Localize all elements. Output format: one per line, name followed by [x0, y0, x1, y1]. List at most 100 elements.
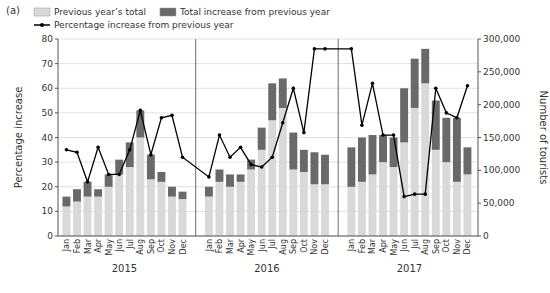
y-tick	[55, 236, 58, 237]
y-tick	[55, 137, 58, 138]
x-tick-label: Apr	[94, 238, 103, 253]
bar	[73, 189, 81, 201]
bar	[411, 108, 419, 236]
group-separators	[196, 39, 338, 236]
bar	[421, 49, 429, 83]
y2-tick	[478, 104, 481, 105]
marker	[218, 133, 222, 137]
chart: (a)Previous year’s totalTotal increase f…	[0, 0, 550, 293]
bar	[136, 138, 144, 237]
marker	[149, 153, 153, 157]
bar	[379, 135, 387, 162]
legend-marker	[40, 23, 44, 27]
y-tick-label: 80	[42, 34, 54, 44]
marker	[323, 47, 327, 51]
bar	[310, 152, 318, 184]
marker	[455, 116, 459, 120]
grid-line	[58, 236, 478, 237]
x-tick-label: Aug	[279, 239, 288, 255]
bar	[379, 162, 387, 236]
y-tick-label: 0	[47, 231, 53, 241]
bar-series	[62, 49, 471, 207]
bar	[84, 197, 92, 236]
bar	[400, 88, 408, 142]
bar	[279, 78, 287, 108]
bar	[321, 155, 329, 185]
line-series	[65, 47, 470, 198]
x-tick-label: Jul	[126, 239, 135, 250]
line	[66, 49, 467, 197]
x-tick-label: Dec	[179, 239, 188, 254]
x-tick-label: Oct	[300, 239, 309, 253]
bar	[300, 172, 308, 236]
x-tick-label: Apr	[237, 238, 246, 253]
bar	[216, 182, 224, 236]
bar	[300, 150, 308, 172]
bar	[247, 170, 255, 236]
x-axis-line	[58, 236, 478, 237]
x-tick-label: Dec	[321, 239, 330, 254]
marker	[392, 133, 396, 137]
marker	[107, 173, 111, 177]
x-tick-label: Jun	[258, 239, 267, 253]
bar	[347, 187, 355, 236]
marker	[170, 114, 174, 118]
bar	[432, 150, 440, 236]
x-tick-label: Jan	[205, 239, 214, 252]
marker	[117, 173, 121, 177]
bar	[411, 59, 419, 108]
group-label: 2016	[254, 263, 279, 274]
legend-swatch	[160, 8, 176, 16]
bar	[400, 142, 408, 236]
bar	[258, 150, 266, 236]
marker	[249, 163, 253, 167]
group-separator	[195, 39, 196, 236]
marker	[313, 47, 317, 51]
marker	[371, 82, 375, 86]
marker	[302, 131, 306, 135]
x-tick-label: Dec	[463, 239, 472, 254]
bar	[347, 147, 355, 186]
group-label: 2017	[397, 263, 422, 274]
legend-label: Previous year’s total	[54, 7, 146, 17]
marker	[65, 148, 69, 152]
bar	[205, 187, 213, 197]
bar	[268, 120, 276, 236]
x-tick-label: Nov	[310, 239, 319, 255]
marker	[350, 47, 354, 51]
x-tick-label: Jan	[62, 239, 71, 252]
bar	[94, 197, 102, 236]
y-tick-label: 40	[42, 133, 54, 143]
x-tick-label: Jan	[347, 239, 356, 252]
y2-tick	[478, 71, 481, 72]
bar	[226, 174, 234, 186]
x-tick-label: May	[247, 239, 256, 256]
marker	[413, 192, 417, 196]
x-tick-label: Sep	[289, 239, 298, 254]
bar	[94, 189, 102, 196]
y2-tick-label: 150,000	[483, 133, 520, 143]
bar-series	[62, 83, 471, 236]
grid-line	[58, 39, 478, 40]
y2-tick	[478, 236, 481, 237]
y-tick	[55, 88, 58, 89]
group-label: 2015	[112, 263, 137, 274]
y-tick-label: 70	[42, 59, 54, 69]
x-tick-label: Mar	[84, 238, 93, 254]
bar	[442, 118, 450, 162]
bar	[442, 162, 450, 236]
bar	[205, 197, 213, 236]
y2-tick-label: 200,000	[483, 100, 520, 110]
marker	[292, 86, 296, 90]
bar	[157, 182, 165, 236]
y-tick	[55, 39, 58, 40]
x-tick-label: Sep	[432, 239, 441, 254]
bar	[168, 197, 176, 236]
bar	[147, 179, 155, 236]
legend-item: Total increase from previous year	[160, 7, 330, 17]
marker	[139, 109, 143, 113]
legend-label: Percentage increase from previous year	[54, 20, 234, 30]
x-tick-label: Aug	[421, 239, 430, 255]
bar	[216, 170, 224, 182]
marker	[260, 165, 264, 169]
